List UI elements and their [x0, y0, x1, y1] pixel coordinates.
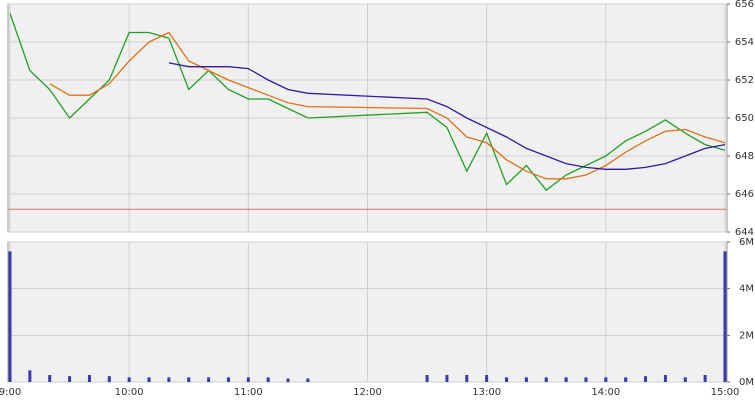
x-tick-label: 10:00 — [115, 387, 144, 398]
volume-bar — [147, 377, 151, 382]
x-tick-label: 11:00 — [234, 387, 263, 398]
volume-bar — [48, 375, 52, 382]
y-tick-label: 644 — [735, 227, 754, 238]
x-tick-label: 14:00 — [591, 387, 620, 398]
volume-bar — [723, 251, 727, 382]
volume-bar — [306, 378, 310, 382]
volume-bar — [266, 377, 270, 382]
volume-bar — [187, 377, 191, 382]
y-tick-label: 656 — [735, 0, 754, 10]
y-tick-label: 6M — [739, 237, 754, 248]
volume-bar — [544, 377, 548, 382]
volume-bar — [584, 377, 588, 382]
volume-bar — [127, 377, 131, 382]
y-tick-label: 652 — [735, 75, 754, 86]
volume-bar — [644, 376, 648, 382]
volume-bar — [87, 375, 91, 382]
volume-bar — [246, 377, 250, 382]
volume-bar — [465, 375, 469, 382]
x-tick-label: 9:00 — [0, 387, 21, 398]
volume-bar — [226, 377, 230, 382]
x-tick-label: 13:00 — [472, 387, 501, 398]
volume-bar — [167, 377, 171, 382]
y-tick-label: 0M — [739, 377, 754, 388]
volume-bar — [107, 376, 111, 382]
volume-bar — [207, 377, 211, 382]
y-tick-label: 654 — [735, 37, 754, 48]
y-tick-label: 4M — [739, 284, 754, 295]
volume-bar — [564, 377, 568, 382]
volume-bar — [68, 376, 72, 382]
price-line — [168, 62, 726, 170]
volume-bar — [505, 377, 509, 382]
y-tick-label: 648 — [735, 151, 754, 162]
y-tick-label: 2M — [739, 330, 754, 341]
volume-bar — [425, 375, 429, 382]
volume-bar — [703, 375, 707, 382]
x-tick-label: 12:00 — [353, 387, 382, 398]
volume-bar — [624, 377, 628, 382]
volume-bar — [286, 378, 290, 382]
volume-bar — [683, 377, 687, 382]
volume-bar — [485, 375, 489, 382]
price-line — [49, 31, 726, 180]
volume-bar — [663, 375, 667, 382]
y-tick-label: 646 — [735, 189, 754, 200]
x-tick-label: 15:00 — [711, 387, 740, 398]
y-tick-label: 650 — [735, 113, 754, 124]
volume-bar — [524, 377, 528, 382]
price-line — [9, 13, 726, 192]
volume-bar — [445, 375, 449, 382]
volume-bar — [28, 370, 32, 382]
volume-bar — [8, 251, 12, 382]
volume-bar — [604, 377, 608, 382]
